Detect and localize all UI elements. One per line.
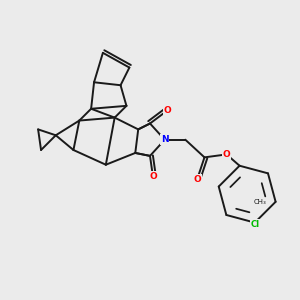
Text: CH₃: CH₃ [254, 199, 267, 205]
Text: O: O [164, 106, 172, 115]
Text: Cl: Cl [250, 220, 259, 229]
Text: O: O [149, 172, 157, 181]
Text: O: O [193, 175, 201, 184]
Text: N: N [161, 135, 169, 144]
Text: O: O [223, 150, 230, 159]
